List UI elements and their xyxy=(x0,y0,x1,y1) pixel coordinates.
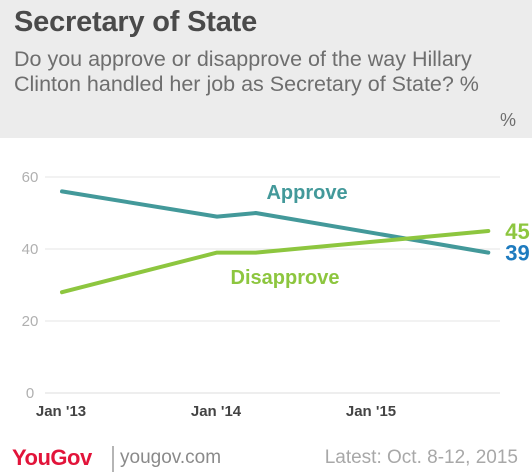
y-tick-label: 0 xyxy=(26,385,34,402)
y-tick-label: 20 xyxy=(22,313,39,330)
unit-label: % xyxy=(499,110,516,130)
series-line-disapprove xyxy=(60,229,491,295)
footer-divider xyxy=(112,446,114,472)
x-tick-label: Jan '15 xyxy=(346,403,396,420)
footer-latest-date: Latest: Oct. 8-12, 2015 xyxy=(324,447,518,468)
end-value-label-disapprove: 45 xyxy=(505,219,529,244)
footer-site-link[interactable]: yougov.com xyxy=(120,447,222,468)
chart-title: Secretary of State xyxy=(14,6,258,38)
line-chart: 0 20 40 60 Jan '13 Jan '14 Jan '15 Approve 39 Dis… xyxy=(22,169,530,420)
x-tick-label: Jan '14 xyxy=(191,403,242,420)
chart-header: Secretary of State Do you approve or dis… xyxy=(0,0,532,138)
series-label-approve: Approve xyxy=(266,182,347,204)
series-label-disapprove: Disapprove xyxy=(231,267,340,289)
y-tick-label: 40 xyxy=(22,241,39,258)
yougov-logo: YouGov xyxy=(12,445,92,470)
series-line-approve xyxy=(60,189,491,255)
y-tick-label: 60 xyxy=(22,169,39,186)
end-value-label-approve: 39 xyxy=(505,241,529,266)
chart-subtitle: Do you approve or disapprove of the way … xyxy=(14,47,479,96)
x-tick-label: Jan '13 xyxy=(36,403,86,420)
